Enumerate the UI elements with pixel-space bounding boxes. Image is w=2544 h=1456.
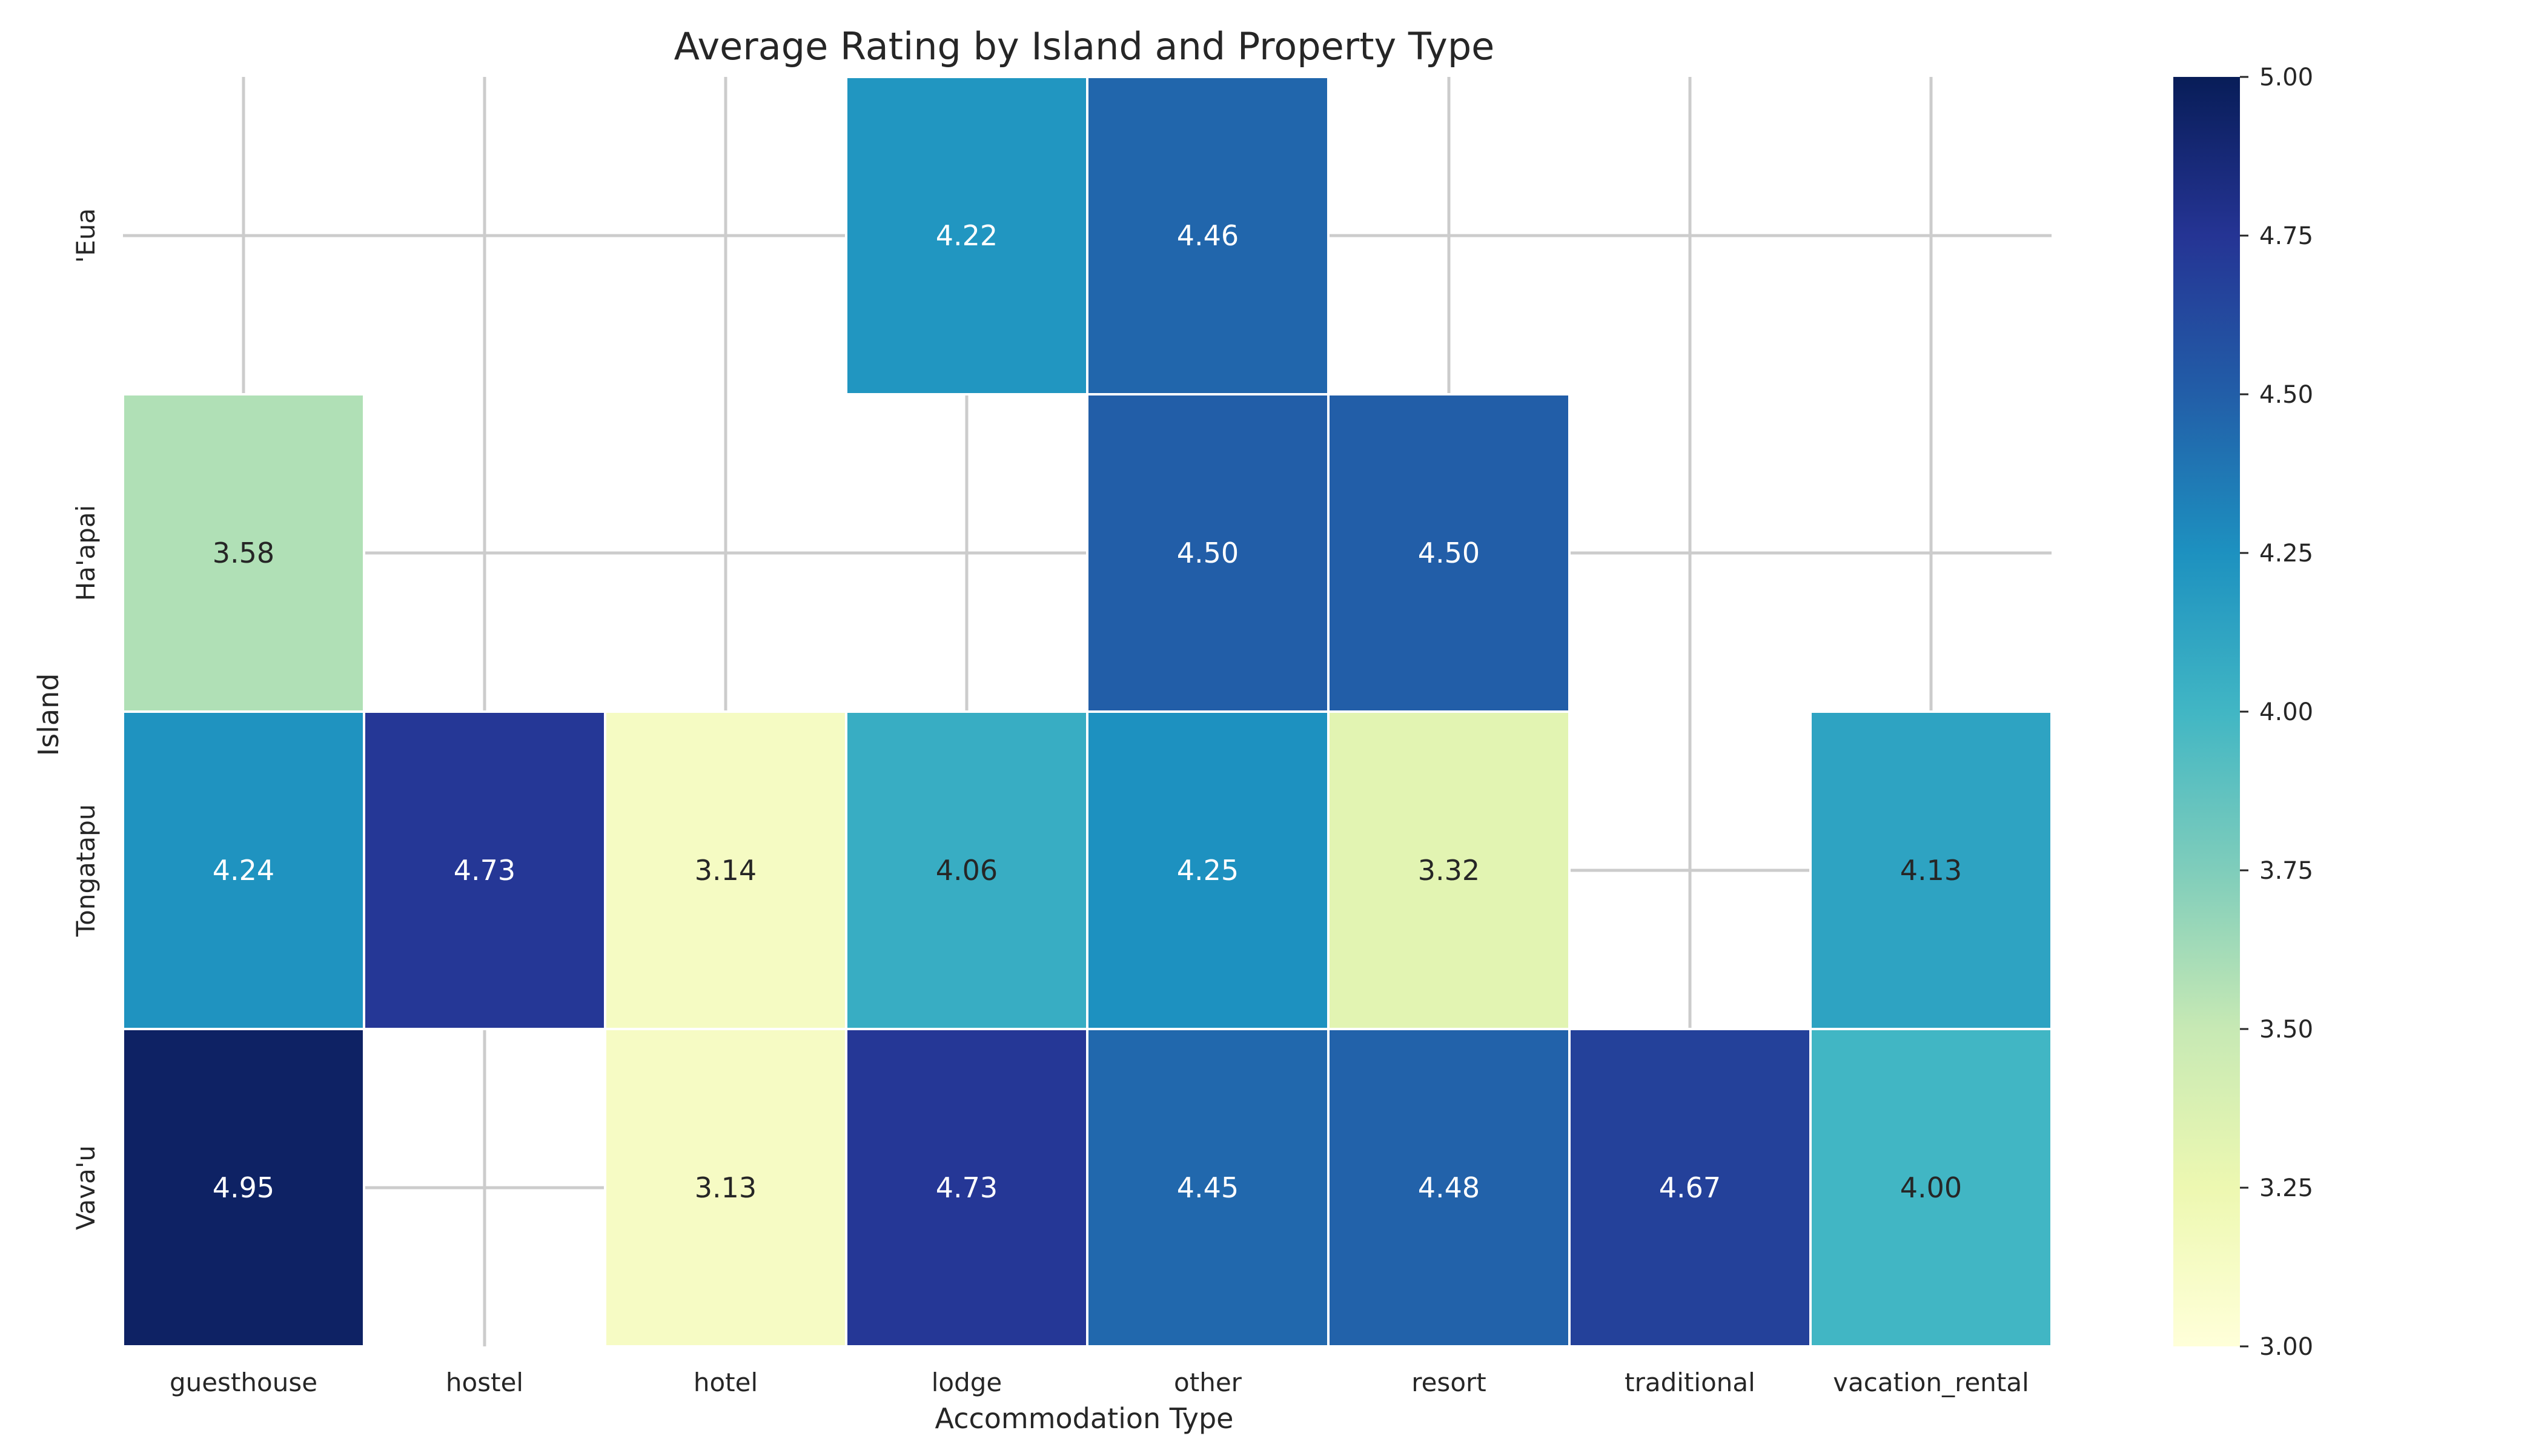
y-tick-label: Vava'u [71,1145,101,1230]
y-axis-label: Island [32,673,65,756]
cell-value-label: 3.14 [695,854,757,887]
x-tick-label: traditional [1625,1368,1755,1397]
cell-value-label: 3.13 [695,1171,757,1204]
colorbar-tick-label: 3.75 [2259,857,2313,885]
x-tick-label: vacation_rental [1833,1368,2029,1397]
colorbar-tick-label: 4.00 [2259,698,2313,726]
x-tick-label: hostel [446,1368,523,1397]
heatmap-cell [604,710,847,1030]
colorbar-tick-label: 3.00 [2259,1333,2313,1361]
x-tick-labels: guesthouse hostel hotel lodge other resort tra… [170,1368,2029,1397]
y-tick-label: 'Eua [71,208,101,263]
colorbar-tick-label: 5.00 [2259,64,2313,91]
heatmap-cell [1327,1028,1571,1348]
cell-value-label: 4.48 [1418,1171,1480,1204]
cell-value-label: 4.50 [1418,537,1480,569]
y-tick-label: Ha'apai [71,505,101,601]
cell-value-label: 4.73 [454,854,515,887]
colorbar-tick-label: 4.75 [2259,222,2313,250]
colorbar-tick-label: 4.50 [2259,381,2313,409]
heatmap-cell [845,1028,1088,1348]
heatmap-cell [1327,393,1571,713]
cell-value-label: 4.00 [1900,1171,1962,1204]
colorbar-tick-label: 3.25 [2259,1174,2313,1202]
heatmap-cell [845,76,1088,395]
x-axis-label: Accommodation Type [935,1402,1234,1435]
x-tick-label: lodge [932,1368,1002,1397]
heatmap-cell [1086,710,1330,1030]
colorbar-tick-label: 3.50 [2259,1016,2313,1044]
cell-value-label: 4.13 [1900,854,1962,887]
cell-value-label: 4.24 [213,854,274,887]
cell-value-label: 4.06 [936,854,998,887]
cell-value-label: 3.32 [1418,854,1480,887]
cell-value-label: 3.58 [213,537,274,569]
cell-layer [122,76,2053,1348]
heatmap-cell [1086,393,1330,713]
cell-value-label: 4.25 [1177,854,1239,887]
chart-title: Average Rating by Island and Property Ty… [674,24,1495,68]
cell-value-label: 4.45 [1177,1171,1239,1204]
heatmap-cell [845,710,1088,1030]
heatmap-cell [1809,710,2053,1030]
heatmap-cell [604,1028,847,1348]
cell-value-label: 4.67 [1659,1171,1721,1204]
colorbar: 3.00 3.25 3.50 3.75 4.00 4.25 4.50 4.75 5.00 [2173,64,2313,1361]
cell-value-label: 4.22 [936,219,998,252]
colorbar-tick-label: 4.25 [2259,540,2313,568]
heatmap-cell [1568,1028,1812,1348]
cell-value-label: 4.95 [213,1171,274,1204]
cell-value-label: 4.46 [1177,219,1239,252]
cell-value-label: 4.73 [936,1171,998,1204]
x-tick-label: hotel [694,1368,758,1397]
heatmap-cell [1327,710,1571,1030]
heatmap-cell [122,1028,365,1348]
heatmap-cell [1809,1028,2053,1348]
cell-label-layer: 4.22 4.46 3.58 4.50 4.50 4.24 4.73 3.14 4.06 4.25… [213,219,1962,1204]
heatmap-cell [1086,76,1330,395]
x-tick-label: other [1174,1368,1242,1397]
y-tick-labels: 'Eua Ha'apai Tongatapu Vava'u [71,208,101,1230]
heatmap-cell [1086,1028,1330,1348]
x-tick-label: guesthouse [170,1368,317,1397]
heatmap-cell [122,393,365,713]
colorbar-gradient [2173,77,2240,1346]
y-tick-label: Tongatapu [71,804,101,938]
heatmap-cell [363,710,606,1030]
x-tick-label: resort [1411,1368,1486,1397]
cell-value-label: 4.50 [1177,537,1239,569]
